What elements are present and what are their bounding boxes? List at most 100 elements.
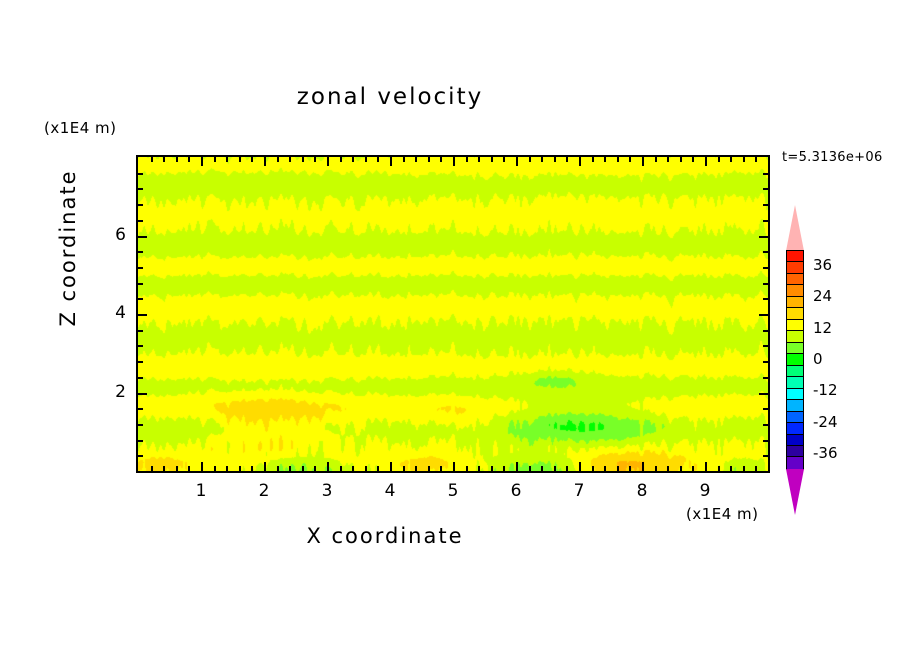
x-tick-label: 7 bbox=[573, 481, 585, 501]
tick-mark bbox=[289, 157, 291, 162]
y-tick-label: 6 bbox=[115, 224, 126, 245]
tick-mark bbox=[466, 466, 468, 471]
tick-mark bbox=[365, 157, 367, 162]
colorbar-tick-label: -24 bbox=[813, 412, 838, 431]
x-tick-label: 4 bbox=[384, 481, 396, 501]
tick-mark bbox=[365, 466, 367, 471]
tick-mark bbox=[617, 466, 619, 471]
tick-mark bbox=[554, 157, 556, 162]
tick-mark bbox=[705, 462, 707, 471]
x-tick-label: 9 bbox=[699, 481, 711, 501]
tick-mark bbox=[138, 361, 143, 363]
colorbar-tick-label: 36 bbox=[813, 255, 833, 274]
colorbar-band bbox=[787, 411, 803, 424]
tick-mark bbox=[667, 157, 669, 162]
tick-mark bbox=[201, 157, 203, 166]
tick-mark bbox=[763, 220, 768, 222]
tick-mark bbox=[763, 455, 768, 457]
tick-mark bbox=[763, 440, 768, 442]
tick-mark bbox=[352, 466, 354, 471]
colorbar-tick-label: -12 bbox=[813, 381, 838, 400]
tick-mark bbox=[763, 408, 768, 410]
tick-mark bbox=[655, 157, 657, 162]
contour-field bbox=[138, 157, 768, 471]
tick-mark bbox=[251, 157, 253, 162]
colorbar-band bbox=[787, 354, 803, 366]
tick-mark bbox=[138, 204, 143, 206]
y-tick-label: 4 bbox=[115, 303, 126, 323]
tick-mark bbox=[188, 157, 190, 162]
tick-mark bbox=[289, 466, 291, 471]
tick-mark bbox=[151, 466, 153, 471]
tick-mark bbox=[759, 236, 768, 238]
tick-mark bbox=[541, 466, 543, 471]
tick-mark bbox=[138, 377, 143, 379]
colorbar-band bbox=[787, 457, 803, 469]
tick-mark bbox=[314, 466, 316, 471]
tick-mark bbox=[680, 157, 682, 162]
tick-mark bbox=[214, 157, 216, 162]
tick-mark bbox=[277, 466, 279, 471]
colorbar bbox=[781, 205, 811, 515]
tick-mark bbox=[529, 157, 531, 162]
tick-mark bbox=[759, 314, 768, 316]
tick-mark bbox=[340, 157, 342, 162]
tick-mark bbox=[763, 204, 768, 206]
tick-mark bbox=[667, 466, 669, 471]
colorbar-tick-label: 24 bbox=[813, 287, 833, 306]
tick-mark bbox=[176, 466, 178, 471]
tick-mark bbox=[453, 157, 455, 166]
colorbar-band bbox=[787, 319, 803, 332]
tick-mark bbox=[759, 393, 768, 395]
y-axis-title: Z coordinate bbox=[56, 169, 80, 327]
colorbar-band bbox=[787, 377, 803, 389]
tick-mark bbox=[629, 466, 631, 471]
y-axis-units-label: (x1E4 m) bbox=[44, 119, 117, 137]
tick-mark bbox=[629, 157, 631, 162]
tick-mark bbox=[763, 173, 768, 175]
tick-mark bbox=[226, 157, 228, 162]
tick-mark bbox=[138, 330, 143, 332]
tick-mark bbox=[403, 466, 405, 471]
x-axis-title: X coordinate bbox=[306, 524, 464, 548]
tick-mark bbox=[579, 157, 581, 166]
tick-mark bbox=[314, 157, 316, 162]
tick-mark bbox=[763, 330, 768, 332]
tick-mark bbox=[151, 157, 153, 162]
colorbar-band bbox=[787, 285, 803, 297]
colorbar-band bbox=[787, 331, 803, 343]
tick-mark bbox=[264, 157, 266, 166]
tick-mark bbox=[138, 188, 143, 190]
tick-mark bbox=[277, 157, 279, 162]
colorbar-bands bbox=[786, 250, 804, 470]
colorbar-band bbox=[787, 251, 803, 263]
tick-mark bbox=[763, 361, 768, 363]
tick-mark bbox=[138, 173, 143, 175]
tick-mark bbox=[188, 466, 190, 471]
tick-mark bbox=[251, 466, 253, 471]
colorbar-band bbox=[787, 308, 803, 320]
colorbar-band bbox=[787, 262, 803, 274]
tick-mark bbox=[466, 157, 468, 162]
tick-mark bbox=[516, 462, 518, 471]
tick-mark bbox=[692, 466, 694, 471]
tick-mark bbox=[604, 157, 606, 162]
timestamp-label: t=5.3136e+06 bbox=[782, 150, 883, 165]
tick-mark bbox=[226, 466, 228, 471]
colorbar-band bbox=[787, 388, 803, 401]
colorbar-band bbox=[787, 445, 803, 458]
tick-mark bbox=[163, 466, 165, 471]
tick-mark bbox=[579, 462, 581, 471]
colorbar-over-arrow bbox=[786, 205, 804, 251]
tick-mark bbox=[377, 466, 379, 471]
tick-mark bbox=[604, 466, 606, 471]
tick-mark bbox=[428, 466, 430, 471]
tick-mark bbox=[743, 466, 745, 471]
tick-mark bbox=[138, 267, 143, 269]
tick-mark bbox=[390, 462, 392, 471]
tick-mark bbox=[390, 157, 392, 166]
tick-mark bbox=[163, 157, 165, 162]
tick-mark bbox=[617, 157, 619, 162]
tick-mark bbox=[453, 462, 455, 471]
tick-mark bbox=[138, 283, 143, 285]
